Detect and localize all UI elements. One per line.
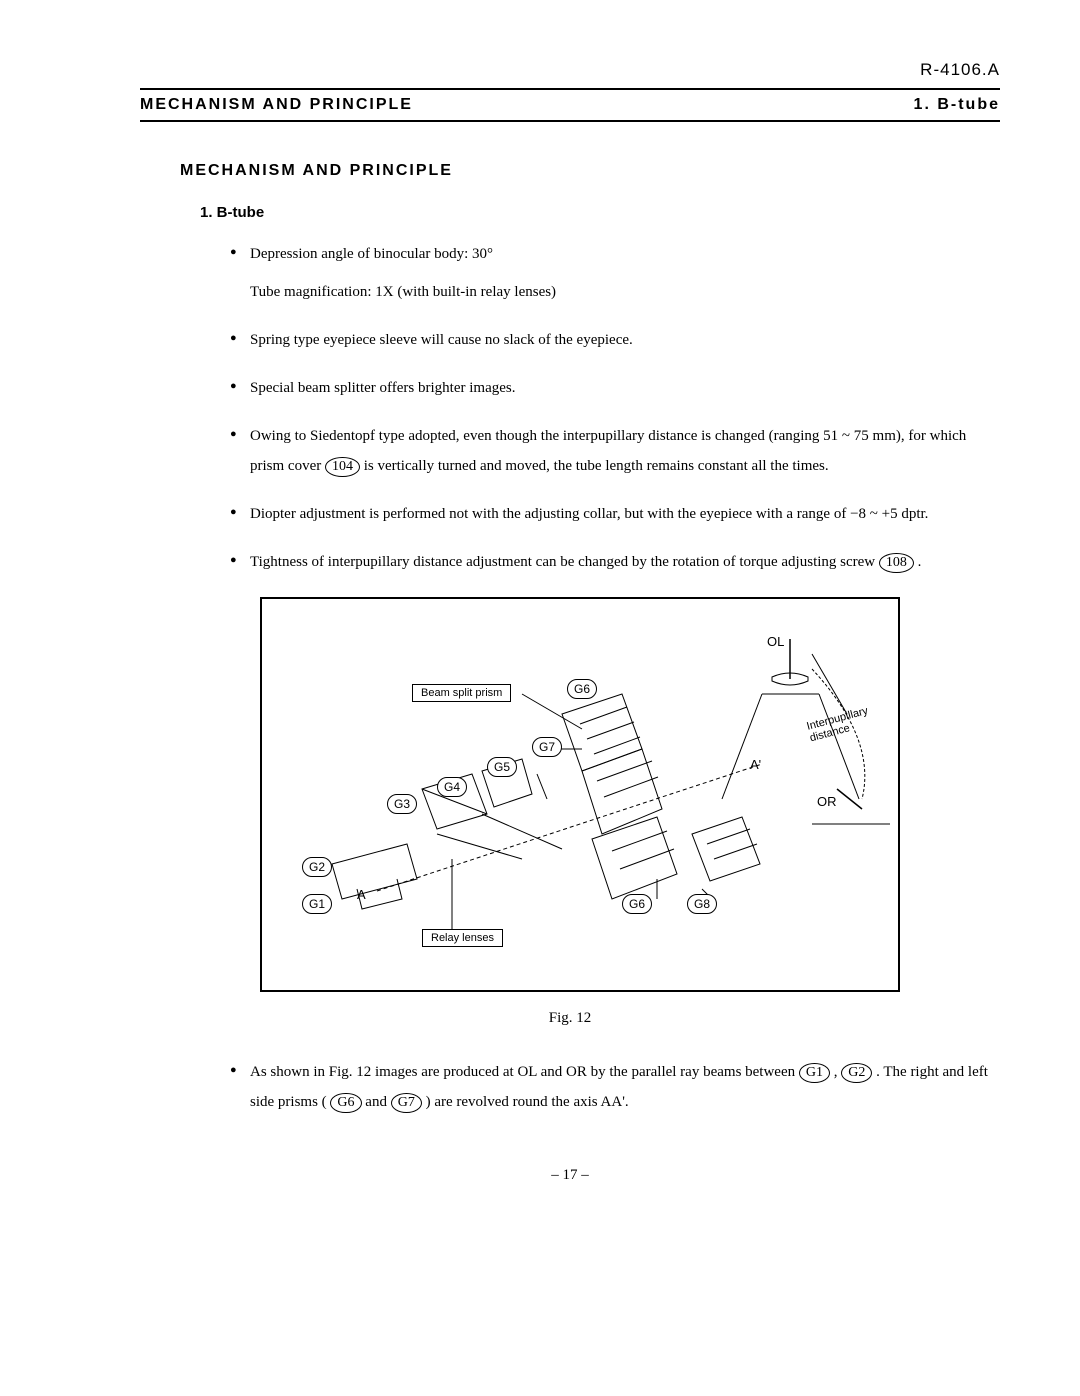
fig-label-g2: G2 <box>302 857 332 877</box>
fig-label-g3: G3 <box>387 794 417 814</box>
header-left: MECHANISM AND PRINCIPLE <box>140 96 413 114</box>
fig-box-relay: Relay lenses <box>422 929 503 947</box>
bullet-text: , <box>834 1064 842 1080</box>
bullet-subline: Tube magnification: 1X (with built-in re… <box>250 277 1000 307</box>
bullet-item: Depression angle of binocular body: 30° <box>230 239 1000 269</box>
bullet-text: and <box>365 1094 390 1110</box>
figure-svg <box>262 599 902 994</box>
header-right: 1. B-tube <box>914 96 1000 114</box>
ref-circle: G6 <box>330 1093 361 1113</box>
ref-circle: 108 <box>879 553 914 573</box>
fig-label-g6: G6 <box>567 679 597 699</box>
bullet-list: As shown in Fig. 12 images are produced … <box>230 1057 1000 1117</box>
ref-circle: 104 <box>325 457 360 477</box>
bullet-item: Special beam splitter offers brighter im… <box>230 373 1000 403</box>
ref-circle: G7 <box>391 1093 422 1113</box>
doc-id: R-4106.A <box>140 60 1000 80</box>
bullet-item: Owing to Siedentopf type adopted, even t… <box>230 421 1000 481</box>
fig-label-g8: G8 <box>687 894 717 914</box>
bullet-text: . <box>918 554 922 570</box>
fig-label-ol: OL <box>767 634 784 649</box>
fig-label-g4: G4 <box>437 777 467 797</box>
bullet-list: Depression angle of binocular body: 30° <box>230 239 1000 269</box>
fig-box-beam-split: Beam split prism <box>412 684 511 702</box>
bullet-list: Spring type eyepiece sleeve will cause n… <box>230 325 1000 577</box>
bullet-text: Tightness of interpupillary distance adj… <box>250 554 879 570</box>
ref-circle: G2 <box>841 1063 872 1083</box>
fig-label-or: OR <box>817 794 837 809</box>
fig-label-aprime: A' <box>750 757 761 772</box>
fig-label-g7: G7 <box>532 737 562 757</box>
fig-label-g5: G5 <box>487 757 517 777</box>
bullet-item: As shown in Fig. 12 images are produced … <box>230 1057 1000 1117</box>
fig-label-g1: G1 <box>302 894 332 914</box>
fig-label-a: A <box>357 887 366 902</box>
doc-header: R-4106.A <box>140 60 1000 80</box>
bullet-text: As shown in Fig. 12 images are produced … <box>250 1064 799 1080</box>
page-number: – 17 – <box>140 1167 1000 1184</box>
figure-container: OL OR Interpupillary distance A' A Beam … <box>260 597 900 992</box>
section-title: MECHANISM AND PRINCIPLE <box>180 162 1000 180</box>
figure-caption: Fig. 12 <box>140 1010 1000 1027</box>
subsection-title: 1. B-tube <box>200 204 1000 221</box>
bullet-item: Diopter adjustment is performed not with… <box>230 499 1000 529</box>
fig-label-g6b: G6 <box>622 894 652 914</box>
ref-circle: G1 <box>799 1063 830 1083</box>
bullet-text: ) are revolved round the axis AA'. <box>426 1094 629 1110</box>
bullet-text: is vertically turned and moved, the tube… <box>364 458 829 474</box>
bullet-item: Spring type eyepiece sleeve will cause n… <box>230 325 1000 355</box>
bullet-item: Tightness of interpupillary distance adj… <box>230 547 1000 577</box>
section-header-bar: MECHANISM AND PRINCIPLE 1. B-tube <box>140 88 1000 122</box>
